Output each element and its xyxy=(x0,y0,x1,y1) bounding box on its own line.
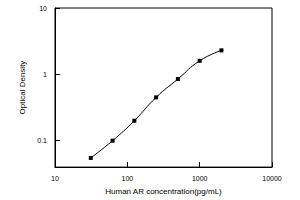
svg-text:10: 10 xyxy=(39,5,47,12)
svg-text:1: 1 xyxy=(43,71,47,78)
svg-text:Optical Density: Optical Density xyxy=(18,61,27,115)
svg-text:0.1: 0.1 xyxy=(37,137,47,144)
svg-text:10: 10 xyxy=(51,175,59,182)
svg-text:Human AR concentration(pg/mL): Human AR concentration(pg/mL) xyxy=(105,187,222,196)
svg-text:1000: 1000 xyxy=(192,175,208,182)
svg-text:10000: 10000 xyxy=(262,175,282,182)
svg-text:100: 100 xyxy=(121,175,133,182)
